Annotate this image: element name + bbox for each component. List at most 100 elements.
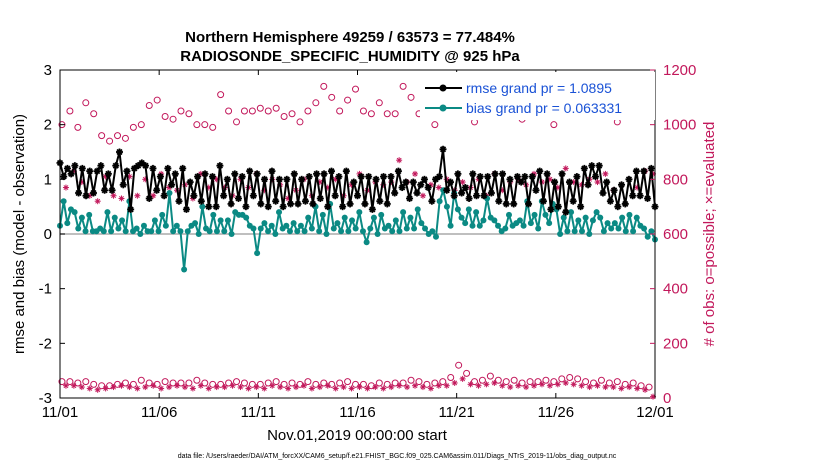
rmse-point <box>595 162 603 170</box>
obs-evaluated-stroke <box>412 383 418 389</box>
rmse-point <box>517 178 525 186</box>
rmse-marker-core <box>203 171 208 176</box>
obs-evaluated-point <box>110 384 117 391</box>
rmse-point <box>309 200 317 208</box>
y-tick-label: 1 <box>44 171 52 188</box>
obs-possible-point <box>201 121 209 129</box>
rmse-point <box>495 197 503 205</box>
rmse-marker-core <box>98 163 103 168</box>
obs-possible-point <box>225 107 233 115</box>
rmse-point <box>275 175 283 183</box>
bias-point <box>418 220 425 227</box>
rmse-marker-core <box>500 171 505 176</box>
rmse-point <box>435 173 443 181</box>
obs-possible-point <box>233 118 241 126</box>
obs-possible-point <box>129 123 137 131</box>
bias-point <box>272 231 279 237</box>
bias-point <box>363 239 370 246</box>
obs-possible-point <box>161 112 169 120</box>
rmse-point <box>361 200 369 208</box>
bias-point <box>217 217 224 224</box>
obs-possible-point <box>121 379 129 387</box>
rmse-point <box>424 184 432 192</box>
obs-evaluated-point <box>237 384 244 391</box>
obs-evaluated-point <box>308 385 315 392</box>
rmse-marker-core <box>124 169 129 174</box>
obs-possible-point <box>415 378 423 386</box>
bias-point <box>104 209 111 216</box>
rmse-point <box>644 194 652 202</box>
bias-point <box>619 214 626 221</box>
rmse-marker-core <box>348 201 353 206</box>
obs-evaluated-stroke <box>499 383 505 389</box>
bias-point <box>396 228 403 235</box>
rmse-point <box>499 170 507 178</box>
rmse-marker-core <box>247 169 252 174</box>
rmse-point <box>629 192 637 200</box>
bias-point <box>286 228 293 235</box>
rmse-marker-core <box>489 191 494 195</box>
obs-evaluated-stroke <box>642 387 648 393</box>
obs-possible-point <box>423 380 431 388</box>
obs-possible-point <box>209 123 217 131</box>
obs-evaluated-stroke <box>166 384 172 390</box>
obs-possible-point <box>336 107 344 115</box>
obs-possible-point <box>463 369 471 377</box>
obs-evaluated-stroke <box>341 384 347 390</box>
y-tick-label: -3 <box>39 390 52 407</box>
obs-evaluated-stroke <box>460 376 466 382</box>
obs-evaluated-point <box>285 385 292 392</box>
obs-evaluated-stroke <box>285 385 291 391</box>
obs-possible-point <box>256 104 264 112</box>
rmse-marker-core <box>273 199 278 204</box>
rmse-marker-core <box>519 180 524 185</box>
bias-point <box>250 225 257 232</box>
rmse-point <box>212 203 220 211</box>
rmse-point <box>380 173 388 181</box>
obs-evaluated-stroke <box>230 383 236 389</box>
bias-point <box>458 214 465 221</box>
obs-evaluated-stroke <box>380 385 386 391</box>
obs-evaluated-stroke <box>126 384 132 390</box>
rmse-marker-core <box>251 193 256 198</box>
obs-evaluated-point <box>602 384 609 391</box>
rmse-point <box>621 200 629 208</box>
rmse-marker-core <box>277 177 282 182</box>
obs-evaluated-point <box>94 198 101 205</box>
rmse-point <box>536 167 544 175</box>
rmse-marker-core <box>578 204 583 209</box>
rmse-marker-core <box>467 196 472 201</box>
bias-point <box>502 225 509 232</box>
obs-evaluated-point <box>293 384 300 391</box>
rmse-marker-core <box>95 169 100 174</box>
rmse-marker-core <box>649 166 654 171</box>
obs-possible-point <box>320 379 328 387</box>
bias-point <box>119 217 126 224</box>
obs-evaluated-point <box>118 195 125 202</box>
rmse-point <box>223 175 231 183</box>
obs-evaluated-point <box>419 384 426 391</box>
rmse-marker-core <box>359 174 364 179</box>
bias-point <box>257 225 264 232</box>
obs-evaluated-stroke <box>79 384 85 390</box>
obs-evaluated-point <box>626 384 633 391</box>
obs-possible-point <box>383 110 391 118</box>
rmse-marker-core <box>448 180 453 185</box>
rmse-point <box>208 173 216 181</box>
obs-evaluated-stroke <box>563 165 569 171</box>
obs-possible-point <box>121 134 129 142</box>
obs-evaluated-point <box>570 381 577 388</box>
obs-evaluated-point <box>316 384 323 391</box>
bias-point <box>140 222 147 229</box>
obs-possible-point <box>272 378 280 386</box>
obs-evaluated-stroke <box>420 193 426 199</box>
rmse-marker-core <box>515 174 520 179</box>
obs-possible-point <box>296 118 304 126</box>
rmse-point <box>413 189 421 197</box>
rmse-point <box>194 173 202 181</box>
obs-possible-point <box>352 380 360 388</box>
obs-evaluated-point <box>356 384 363 391</box>
rmse-marker-core <box>388 174 393 179</box>
rmse-point <box>331 192 339 200</box>
rmse-point <box>242 203 250 211</box>
